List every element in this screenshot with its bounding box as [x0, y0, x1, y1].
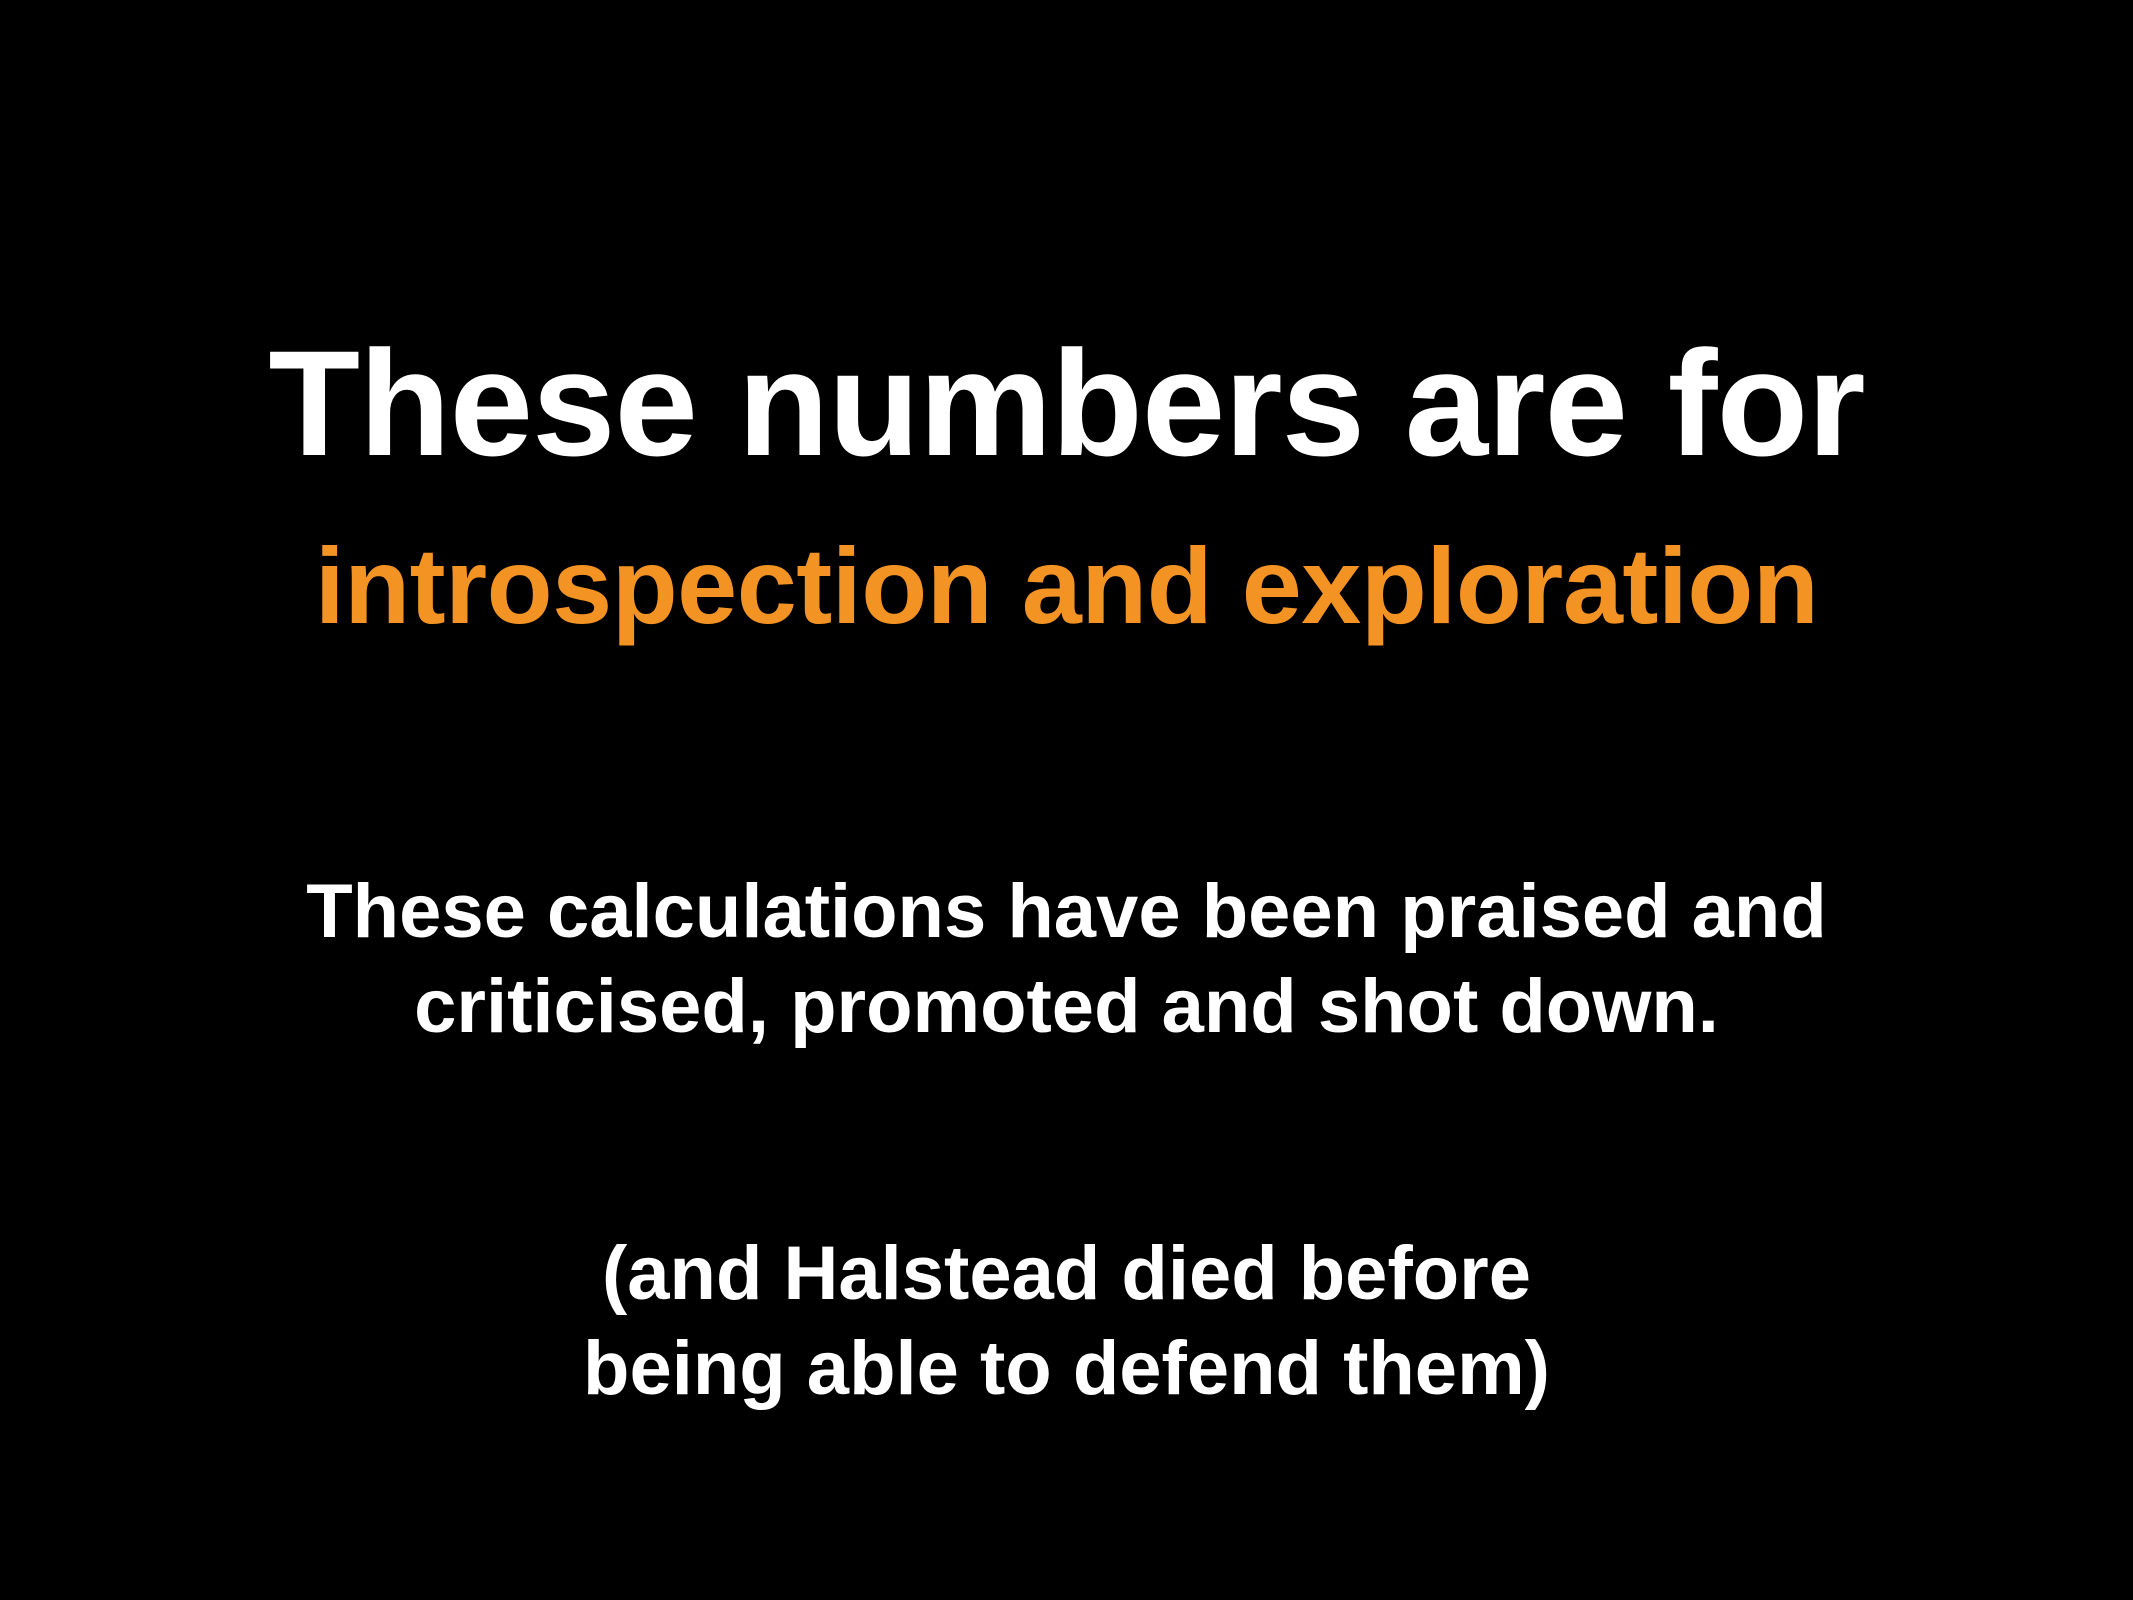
body-line-2: criticised, promoted and shot down. [414, 964, 1719, 1049]
slide-title: These numbers are for [268, 319, 1865, 487]
note-text: (and Halstead died before being able to … [0, 1226, 2133, 1416]
body-line-1: These calculations have been praised and [306, 869, 1827, 954]
slide-subtitle: introspection and exploration [314, 525, 1819, 646]
note-line-1: (and Halstead died before [601, 1231, 1532, 1316]
body-text: These calculations have been praised and… [0, 864, 2133, 1054]
note-line-2: being able to defend them) [583, 1326, 1550, 1411]
